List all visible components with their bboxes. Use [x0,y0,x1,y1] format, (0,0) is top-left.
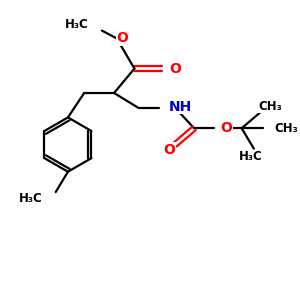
Text: O: O [116,31,128,45]
Text: O: O [220,121,232,135]
Text: H₃C: H₃C [19,192,43,206]
Text: CH₃: CH₃ [274,122,298,135]
Text: NH: NH [168,100,192,114]
Text: H₃C: H₃C [64,18,88,31]
Text: H₃C: H₃C [239,150,263,163]
Text: CH₃: CH₃ [258,100,282,112]
Text: O: O [169,61,181,76]
Text: O: O [163,143,175,157]
